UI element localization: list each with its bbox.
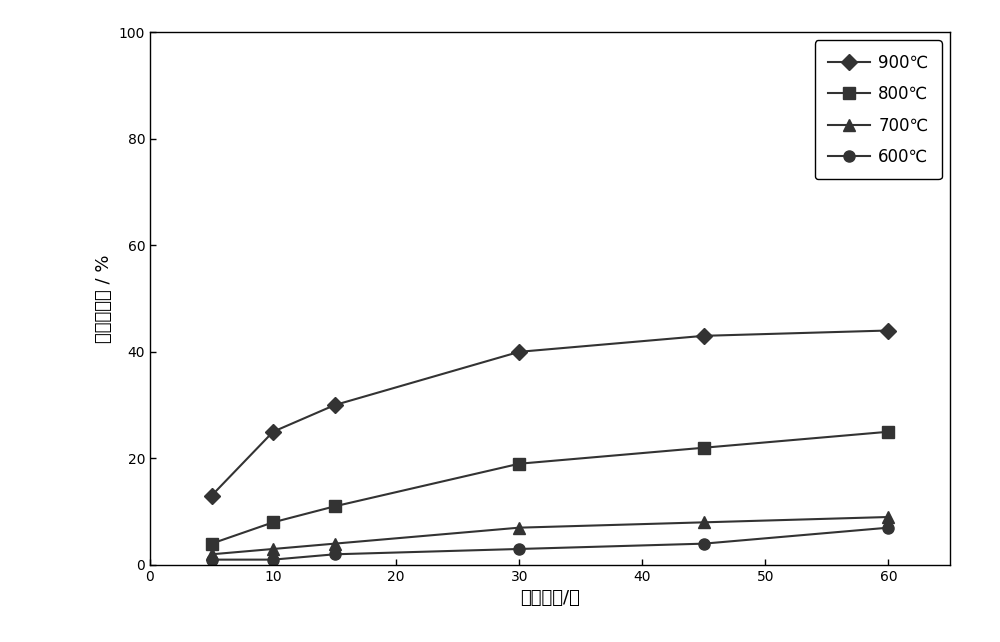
- 700℃: [882, 513, 894, 521]
- 700℃: [513, 524, 525, 532]
- Line: 800℃: 800℃: [206, 426, 894, 549]
- 900℃: [206, 492, 218, 499]
- 800℃: [267, 519, 279, 526]
- 600℃: [882, 524, 894, 532]
- 600℃: [267, 556, 279, 564]
- 900℃: [698, 332, 710, 340]
- 600℃: [206, 556, 218, 564]
- Line: 900℃: 900℃: [206, 325, 894, 501]
- 800℃: [329, 503, 341, 510]
- Y-axis label: 反应转化率 / %: 反应转化率 / %: [95, 254, 113, 343]
- 800℃: [513, 460, 525, 467]
- 900℃: [513, 348, 525, 356]
- 900℃: [267, 428, 279, 436]
- Line: 600℃: 600℃: [206, 522, 894, 565]
- 800℃: [698, 444, 710, 451]
- X-axis label: 反应时间/分: 反应时间/分: [520, 589, 580, 607]
- 800℃: [206, 540, 218, 548]
- 900℃: [882, 327, 894, 334]
- 900℃: [329, 401, 341, 409]
- 700℃: [267, 545, 279, 553]
- 600℃: [698, 540, 710, 548]
- 600℃: [513, 545, 525, 553]
- Legend: 900℃, 800℃, 700℃, 600℃: 900℃, 800℃, 700℃, 600℃: [815, 40, 942, 179]
- 600℃: [329, 550, 341, 558]
- 700℃: [698, 519, 710, 526]
- 700℃: [329, 540, 341, 548]
- Line: 700℃: 700℃: [206, 512, 894, 560]
- 800℃: [882, 428, 894, 436]
- 700℃: [206, 550, 218, 558]
